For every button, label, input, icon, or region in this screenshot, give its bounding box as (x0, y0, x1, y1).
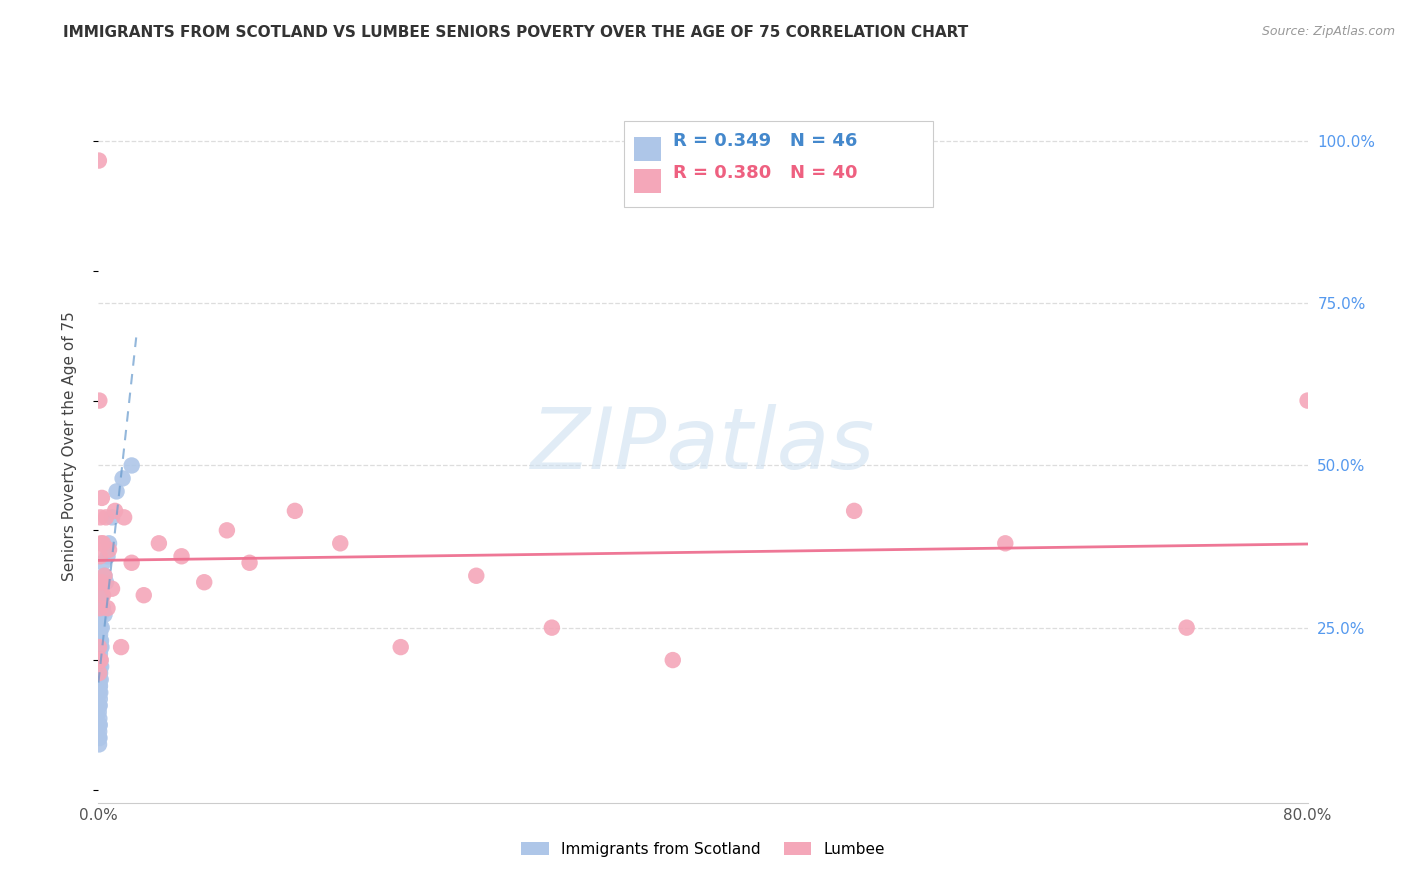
Point (90, 633, 112, 648)
Point (87, 153, 110, 168)
Point (89, 653, 111, 667)
Text: R = 0.349   N = 46: R = 0.349 N = 46 (672, 132, 858, 150)
Point (89, 653, 111, 667)
Point (90, 659, 112, 673)
Point (93, 568, 115, 582)
Point (87, 718, 110, 732)
Point (89, 718, 111, 732)
Point (329, 536, 352, 550)
Point (90, 640, 112, 654)
Point (121, 458, 143, 473)
Point (87, 738, 110, 752)
Point (89, 692, 111, 706)
Point (89, 659, 111, 673)
Text: IMMIGRANTS FROM SCOTLAND VS LUMBEE SENIORS POVERTY OVER THE AGE OF 75 CORRELATIO: IMMIGRANTS FROM SCOTLAND VS LUMBEE SENIO… (63, 25, 969, 40)
Point (148, 536, 170, 550)
Point (90, 607, 112, 622)
Point (389, 640, 412, 654)
Point (91, 588, 114, 602)
Point (90, 491, 112, 505)
Point (90, 621, 112, 635)
Point (540, 621, 562, 635)
Point (87, 640, 110, 654)
Point (1175, 621, 1198, 635)
Point (91, 588, 114, 602)
Point (89, 724, 111, 739)
Point (89, 685, 111, 699)
Point (994, 536, 1017, 550)
Point (94, 510, 117, 524)
Point (89, 679, 111, 693)
Y-axis label: Seniors Poverty Over the Age of 75: Seniors Poverty Over the Age of 75 (62, 311, 77, 581)
Point (87, 685, 110, 699)
Point (104, 504, 127, 518)
Point (91, 536, 114, 550)
Point (87, 705, 110, 719)
Point (170, 549, 193, 564)
Point (89, 653, 111, 667)
Point (90, 673, 112, 687)
FancyBboxPatch shape (624, 121, 932, 207)
Point (89, 627, 111, 641)
Point (465, 568, 488, 582)
Point (90, 575, 112, 590)
Point (90, 621, 112, 635)
Legend: Immigrants from Scotland, Lumbee: Immigrants from Scotland, Lumbee (515, 836, 891, 863)
Text: R = 0.380   N = 40: R = 0.380 N = 40 (672, 164, 858, 182)
Point (89, 549, 111, 564)
Point (215, 524, 238, 538)
Point (90, 653, 112, 667)
Point (93, 607, 115, 622)
Point (89, 575, 111, 590)
Point (239, 556, 262, 570)
Point (89, 647, 111, 661)
Point (89, 601, 111, 615)
Point (89, 510, 111, 524)
Point (90, 601, 112, 615)
Point (89, 666, 111, 681)
Point (89, 633, 111, 648)
Point (90, 640, 112, 654)
Point (844, 504, 866, 518)
Point (89, 679, 111, 693)
Point (111, 471, 134, 485)
Point (89, 698, 111, 713)
Point (98, 536, 121, 550)
Point (94, 575, 117, 590)
Point (91, 556, 114, 570)
Point (101, 582, 124, 596)
Point (193, 575, 215, 590)
Point (96, 549, 118, 564)
Point (661, 653, 683, 667)
Text: Source: ZipAtlas.com: Source: ZipAtlas.com (1261, 25, 1395, 38)
Point (1296, 393, 1319, 408)
Point (101, 510, 124, 524)
Point (105, 484, 128, 499)
Point (89, 640, 111, 654)
Point (93, 568, 115, 582)
Point (98, 542, 121, 557)
Point (89, 666, 111, 681)
Point (87, 731, 110, 745)
Point (96, 601, 118, 615)
Point (89, 673, 111, 687)
Point (89, 666, 111, 681)
Point (89, 711, 111, 725)
Point (90, 536, 112, 550)
Point (89, 731, 111, 745)
FancyBboxPatch shape (634, 169, 661, 193)
Point (89, 698, 111, 713)
Point (91, 601, 114, 615)
Point (89, 393, 111, 408)
Point (112, 510, 135, 524)
Text: ZIPatlas: ZIPatlas (531, 404, 875, 488)
Point (132, 588, 155, 602)
Point (284, 504, 307, 518)
Point (121, 556, 143, 570)
FancyBboxPatch shape (634, 136, 661, 161)
Point (110, 640, 132, 654)
